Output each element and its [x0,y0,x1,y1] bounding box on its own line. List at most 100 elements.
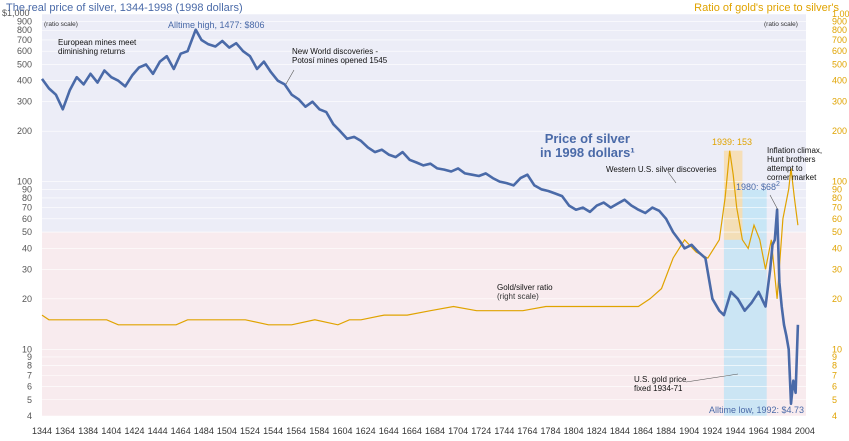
annotation-us-gold-line-1: U.S. gold price [634,375,687,384]
left-tick-label-21: 700 [17,35,32,45]
annotation-inflation-line-1: Inflation climax, [767,146,823,155]
right-tick-label-10: 50 [832,227,842,237]
x-tick-label-1464: 1464 [171,426,191,436]
left-tick-label-17: 300 [17,97,32,107]
right-tick-label-13: 80 [832,193,842,203]
x-tick-label-1384: 1384 [78,426,98,436]
leader-us-gold [685,373,739,383]
left-tick-label-14: 90 [22,184,32,194]
right-chart-title: Ratio of gold's price to silver's [694,2,839,14]
left-tick-label-11: 60 [22,214,32,224]
x-tick-label-1944: 1944 [725,426,745,436]
annotation-us-gold-line-2: fixed 1934-71 [634,384,683,393]
left-tick-label-2: 6 [27,381,32,391]
annotation-peak-1980-text: 1980: $68 [736,182,777,192]
left-tick-label-15: 100 [17,177,32,187]
x-tick-label-1904: 1904 [679,426,699,436]
annotation-ratio-line-2: (right scale) [497,292,539,301]
right-tick-label-14: 90 [832,184,842,194]
series-line-silver-price [40,28,800,406]
x-tick-label-1624: 1624 [356,426,376,436]
x-tick-label-1584: 1584 [309,426,329,436]
annotation-inflation-line-2: Hunt brothers [767,155,816,164]
annotation-new-world-line-2: Potosí mines opened 1545 [292,56,388,65]
right-tick-label-17: 300 [832,97,847,107]
left-tick-label-10: 50 [22,227,32,237]
annotation-leaders [285,69,779,383]
leader-inflation [769,194,779,211]
annotation-european-mines-line-2: diminishing returns [58,47,126,56]
annotation-price-of-silver-line-2: in 1998 dollars¹ [540,145,635,160]
left-axis-note: (ratio scale) [44,21,78,28]
annotation-peak-1939: 1939: 153 [712,137,753,147]
annotation-european-mines-line-1: European mines meet [58,38,137,47]
x-tick-label-1804: 1804 [564,426,584,436]
left-tick-label-5: 9 [27,352,32,362]
annotation-inflation-climax: Inflation climax, Hunt brothers attempt … [767,146,822,182]
left-chart-title: The real price of silver, 1344-1998 (199… [6,2,243,14]
x-tick-label-1824: 1824 [587,426,607,436]
x-tick-label-1684: 1684 [425,426,445,436]
band-lower [42,232,806,416]
x-tick-label-1704: 1704 [448,426,468,436]
x-tick-label-1444: 1444 [148,426,168,436]
right-tick-label-4: 8 [832,361,837,371]
annotation-peak-1980-footnote: 2 [776,181,780,188]
annotation-ratio-line-1: Gold/silver ratio [497,283,553,292]
right-tick-label-0: 4 [832,411,837,421]
right-tick-label-15: 100 [832,177,847,187]
right-tick-label-22: 800 [832,25,847,35]
left-tick-label-3: 7 [27,370,32,380]
band-upper [42,14,806,233]
x-tick-label-1644: 1644 [379,426,399,436]
left-tick-label-13: 80 [22,193,32,203]
left-tick-label-20: 600 [17,46,32,56]
x-tick-label-1984: 1984 [772,426,792,436]
leader-western-us [667,171,677,184]
x-tick-label-1924: 1924 [702,426,722,436]
x-tick-label-1784: 1784 [541,426,561,436]
x-tick-label-1764: 1764 [517,426,537,436]
right-tick-label-12: 70 [832,203,842,213]
left-tick-label-16: 200 [17,126,32,136]
left-tick-label-0: 4 [27,411,32,421]
left-tick-label-23: 900 [17,17,32,27]
x-tick-label-1844: 1844 [610,426,630,436]
x-tick-label-1964: 1964 [749,426,769,436]
annotation-price-of-silver-line-1: Price of silver [544,131,630,146]
x-tick-label-1664: 1664 [402,426,422,436]
leader-new-world [285,69,295,85]
annotation-inflation-line-4: corner market [767,173,817,182]
annotation-peak-1980: 1980: $682 [736,181,780,192]
annotation-european-mines: European mines meet diminishing returns [58,38,136,56]
x-tick-label-1864: 1864 [633,426,653,436]
highlight-ratio-peak [723,150,743,240]
annotation-new-world-line-1: New World discoveries - [292,47,379,56]
left-tick-label-18: 400 [17,76,32,86]
right-tick-label-6: 10 [832,344,842,354]
left-tick-label-19: 500 [17,59,32,69]
left-tick-label-6: 10 [22,344,32,354]
right-tick-label-2: 6 [832,381,837,391]
right-tick-label-16: 200 [832,126,847,136]
x-tick-label-1344: 1344 [32,426,52,436]
right-tick-label-11: 60 [832,214,842,224]
x-tick-label-1744: 1744 [494,426,514,436]
right-tick-label-9: 40 [832,243,842,253]
annotation-us-gold-price: U.S. gold price fixed 1934-71 [634,375,686,393]
annotation-western-us: Western U.S. silver discoveries [606,165,717,174]
right-axis-note: (ratio scale) [764,21,798,28]
right-tick-label-18: 400 [832,76,847,86]
x-tick-label-1364: 1364 [55,426,75,436]
left-tick-label-9: 40 [22,243,32,253]
right-tick-label-3: 7 [832,370,837,380]
x-tick-label-1484: 1484 [194,426,214,436]
left-tick-label-12: 70 [22,203,32,213]
annotation-alltime-low: Alltime low, 1992: $4.73 [709,405,805,415]
right-tick-label-21: 700 [832,35,847,45]
left-tick-label-top: $1,000 [2,8,30,18]
right-tick-label-7: 20 [832,294,842,304]
